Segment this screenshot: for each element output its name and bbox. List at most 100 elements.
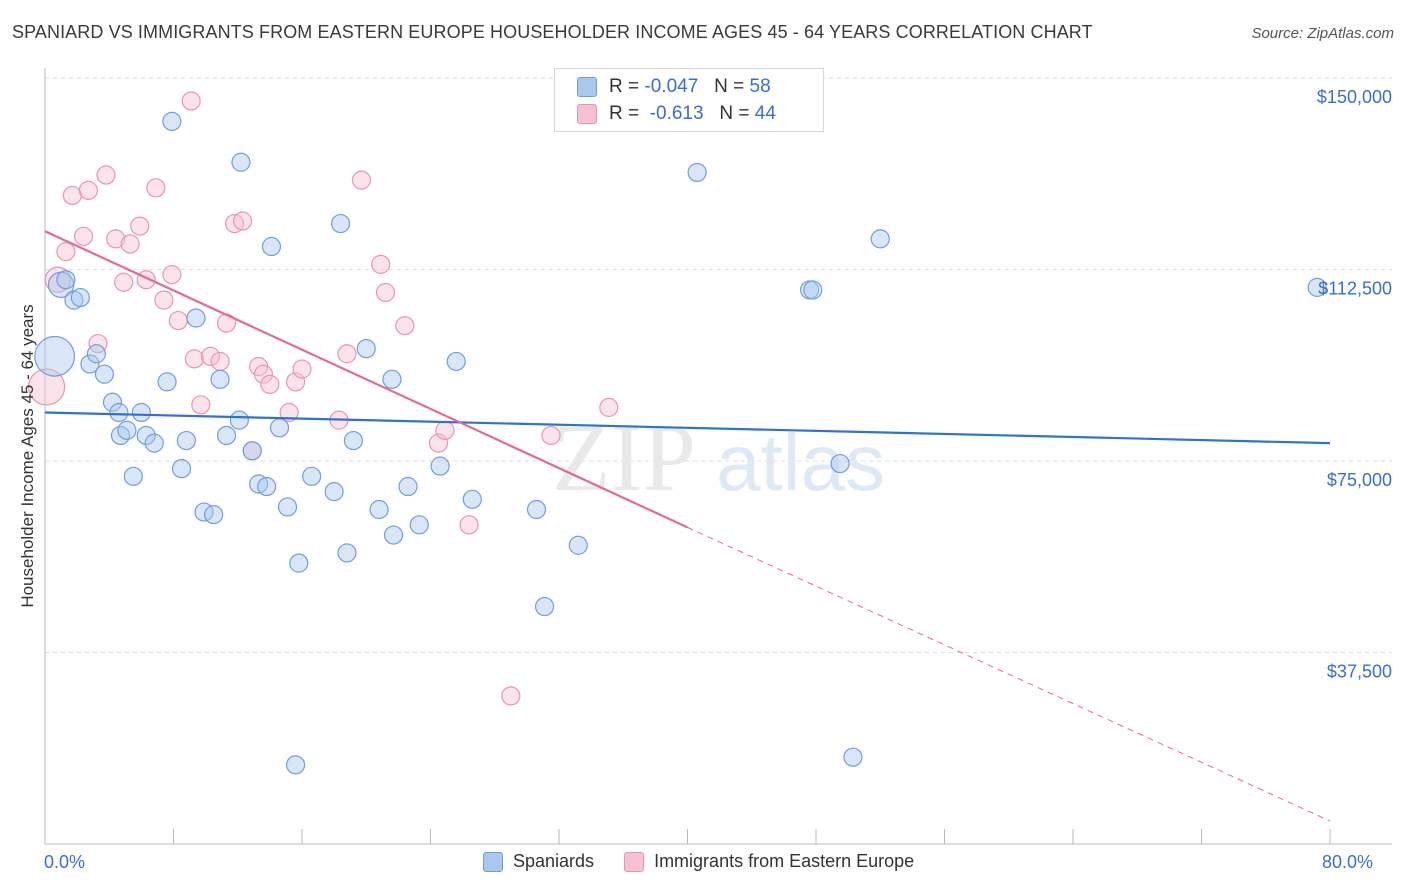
immigrants-point xyxy=(130,216,150,236)
legend-n-value: 58 xyxy=(749,76,771,97)
spaniards-point xyxy=(830,453,850,474)
spaniards-point xyxy=(56,270,76,290)
spaniards-point xyxy=(204,505,224,525)
legend-row-spaniards: R = -0.047 N = 58 xyxy=(577,75,771,99)
immigrants-point xyxy=(260,374,280,394)
spaniards-point xyxy=(157,372,177,392)
spaniards-point xyxy=(383,525,404,545)
data-points xyxy=(28,91,1327,775)
spaniards-trend-line xyxy=(44,411,1331,445)
immigrants-point xyxy=(184,349,204,369)
legend-swatch-blue xyxy=(577,77,597,97)
immigrants-point xyxy=(56,242,76,262)
immigrants-point xyxy=(200,346,221,366)
immigrants-point xyxy=(435,420,455,440)
spaniards-point xyxy=(136,425,156,446)
legend-r-value: -0.047 xyxy=(644,76,699,97)
immigrants-trend-extension xyxy=(687,526,1331,822)
spaniards-point xyxy=(86,344,107,364)
x-tick-label-max: 80.0% xyxy=(1322,852,1374,872)
spaniards-point xyxy=(229,410,249,430)
spaniards-point xyxy=(343,430,363,451)
immigrants-point xyxy=(395,316,415,336)
spaniards-point xyxy=(409,515,429,535)
spaniards-point xyxy=(257,476,277,497)
spaniards-point xyxy=(870,229,890,249)
immigrants-point xyxy=(73,226,94,246)
watermark-zip: ZIP xyxy=(552,404,696,511)
immigrants-point xyxy=(599,397,619,417)
immigrants-point xyxy=(62,185,82,206)
spaniards-point xyxy=(568,535,588,555)
spaniards-point xyxy=(171,459,192,479)
immigrants-point xyxy=(114,272,134,292)
immigrants-point xyxy=(162,265,182,285)
spaniards-point xyxy=(162,111,182,132)
immigrants-point xyxy=(78,180,98,200)
spaniards-point xyxy=(102,392,123,412)
spaniards-point xyxy=(356,339,376,359)
stats-legend: R = -0.047 N = 58 R = -0.613 N = 44 xyxy=(554,68,824,132)
spaniards-point xyxy=(216,425,237,446)
immigrants-point xyxy=(351,170,372,190)
spaniards-point xyxy=(210,369,230,389)
spaniards-point xyxy=(843,747,863,767)
spaniards-point xyxy=(277,497,298,517)
immigrants-point xyxy=(279,402,299,423)
immigrants-point xyxy=(154,290,174,310)
legend-swatch-immigrants xyxy=(624,851,645,872)
immigrants-point xyxy=(120,234,140,254)
y-tick-label: $37,500 xyxy=(1327,662,1392,682)
spaniards-point xyxy=(144,433,164,453)
spaniards-point xyxy=(123,466,143,486)
immigrants-point xyxy=(210,351,230,372)
legend-n-value: 44 xyxy=(754,103,776,124)
immigrants-point xyxy=(44,266,72,293)
immigrants-point xyxy=(253,364,274,384)
spaniards-point xyxy=(534,596,555,617)
immigrants-point xyxy=(146,178,166,198)
immigrants-point xyxy=(501,686,521,706)
immigrants-point xyxy=(292,359,312,379)
spaniards-point xyxy=(369,499,389,520)
immigrants-point xyxy=(459,515,479,535)
legend-r-label: R = xyxy=(609,103,640,124)
spaniards-point xyxy=(131,402,151,423)
spaniards-point xyxy=(80,354,100,374)
chart-title: SPANIARD VS IMMIGRANTS FROM EASTERN EURO… xyxy=(12,22,1093,42)
immigrants-point xyxy=(168,310,188,331)
spaniards-point xyxy=(462,489,482,509)
immigrants-trend-line xyxy=(44,230,688,529)
spaniards-point xyxy=(446,351,466,372)
immigrants-point xyxy=(181,91,201,111)
spaniards-point xyxy=(176,430,196,451)
immigrants-point xyxy=(232,211,253,231)
y-tick-label: $75,000 xyxy=(1327,470,1392,490)
y-axis-label: Householder Income Ages 45 - 64 years xyxy=(18,304,37,608)
spaniards-point xyxy=(269,418,290,438)
spaniards-point xyxy=(803,280,823,300)
legend-n-label: N = xyxy=(714,76,745,97)
x-tick-label-min: 0.0% xyxy=(44,852,86,872)
legend-n-label: N = xyxy=(719,103,750,124)
legend-r-value: -0.613 xyxy=(649,103,704,124)
legend-r-label: R = xyxy=(609,76,640,97)
spaniards-point xyxy=(94,364,115,384)
immigrants-point xyxy=(88,333,108,354)
immigrants-point xyxy=(541,425,561,446)
immigrants-point xyxy=(191,395,211,415)
legend-item-immigrants: Immigrants from Eastern Europe xyxy=(624,851,914,872)
immigrants-point xyxy=(28,368,66,406)
y-tick-labels: $150,000 $112,500 $75,000 $37,500 xyxy=(1317,87,1392,682)
spaniards-point xyxy=(289,553,309,573)
spaniards-point xyxy=(1307,277,1327,297)
spaniards-point xyxy=(117,420,137,440)
y-tick-label: $112,500 xyxy=(1318,279,1392,299)
spaniards-point xyxy=(231,152,251,172)
spaniards-point xyxy=(70,287,90,308)
spaniards-point xyxy=(285,755,306,775)
legend-label-spaniards: Spaniards xyxy=(513,851,595,871)
spaniards-point xyxy=(324,482,344,502)
trend-lines xyxy=(44,230,1331,822)
